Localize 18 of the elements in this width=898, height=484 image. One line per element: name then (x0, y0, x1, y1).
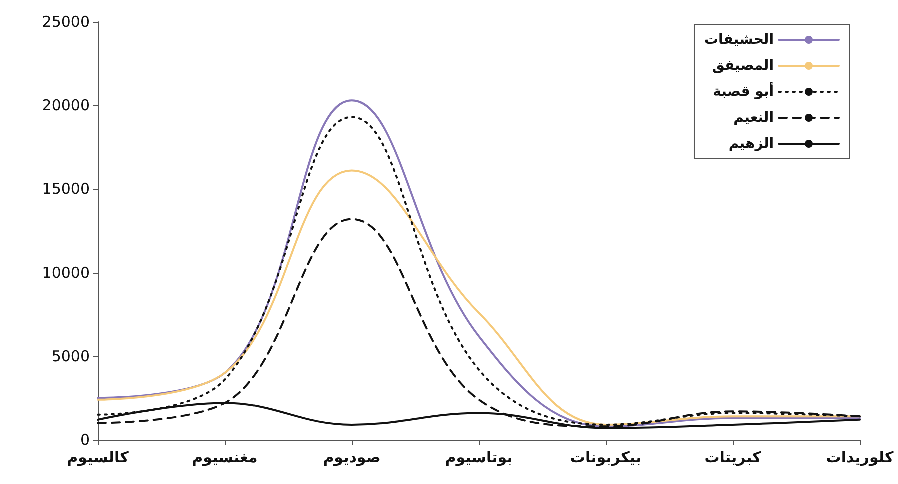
y-tick-label: 20000 (42, 96, 90, 115)
y-tick-label: 5000 (52, 347, 90, 366)
y-tick-label: 25000 (42, 13, 90, 31)
x-tick-label: صوديوم (323, 448, 381, 466)
y-tick-label: 0 (80, 431, 90, 449)
x-tick-label: بيكربونات (570, 448, 642, 466)
legend-label: الزهيم (728, 136, 774, 152)
x-tick-label: بوتاسيوم (445, 448, 513, 466)
x-tick-label: كلوريدات (826, 448, 894, 466)
legend-label: أبو قصبة (713, 82, 774, 100)
x-tick-label: كالسيوم (67, 448, 130, 466)
y-tick-label: 10000 (42, 264, 90, 282)
x-tick-label: مغنسيوم (192, 448, 258, 466)
legend-label: الحشيفات (704, 32, 774, 48)
x-tick-label: كبريتات (704, 448, 762, 466)
legend-label: المصيفق (712, 58, 774, 74)
y-tick-label: 15000 (42, 180, 90, 198)
legend-label: النعيم (734, 110, 774, 126)
